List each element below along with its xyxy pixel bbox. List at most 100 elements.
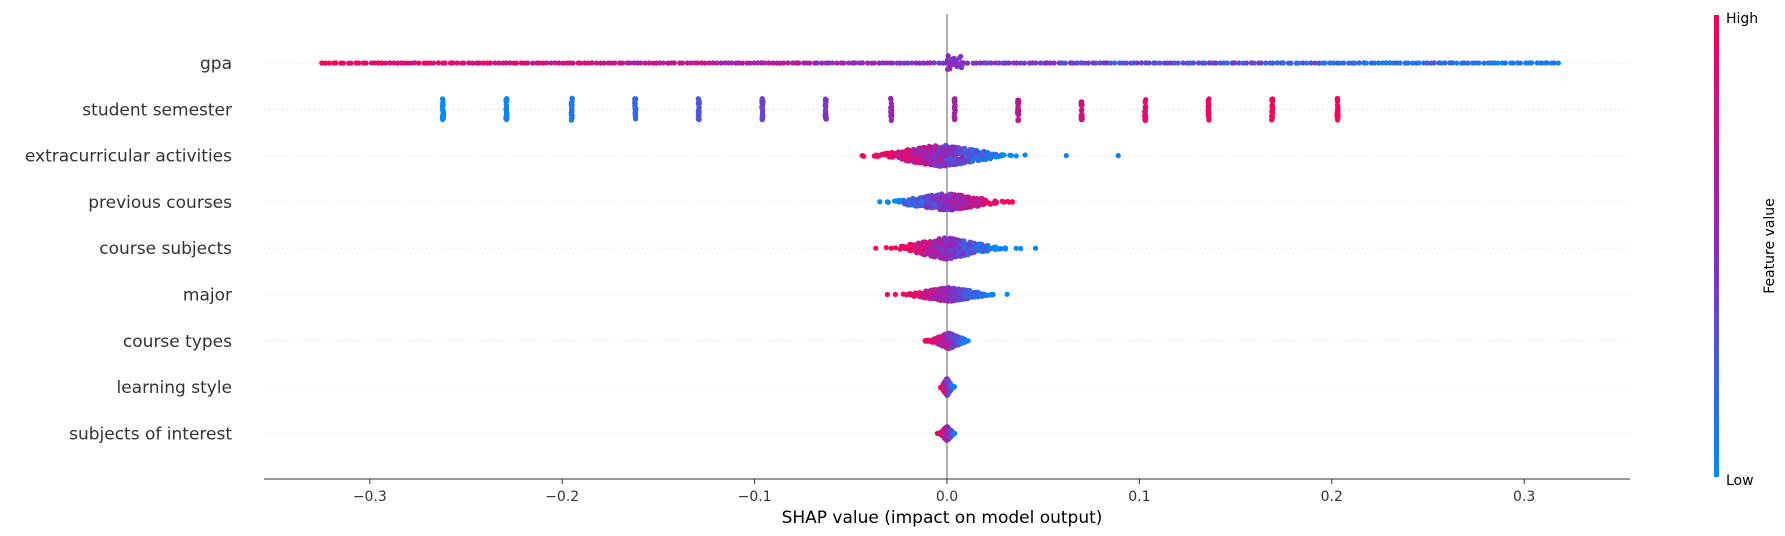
data-point (1383, 60, 1389, 66)
data-point (679, 60, 686, 66)
data-point (382, 60, 389, 66)
data-points (319, 53, 1562, 443)
data-point (934, 430, 940, 436)
data-point (601, 60, 607, 66)
data-point (1224, 60, 1230, 66)
data-point (412, 60, 418, 66)
data-point (1051, 60, 1057, 66)
data-point (999, 152, 1005, 159)
data-point (454, 60, 460, 66)
data-point (1206, 111, 1212, 117)
feature-labels: gpa student semester extracurricular activ… (25, 54, 232, 444)
data-point (914, 154, 920, 161)
data-point (956, 245, 963, 252)
data-point (952, 193, 958, 199)
x-tick-label: 0.0 (936, 489, 958, 505)
data-point (1063, 153, 1069, 159)
data-point (943, 433, 949, 440)
data-point (568, 102, 575, 108)
data-point (1465, 60, 1471, 66)
colorbar-gradient (1714, 15, 1719, 477)
data-point (1243, 60, 1250, 66)
data-point (845, 60, 852, 66)
data-point (907, 242, 913, 248)
data-point (1263, 60, 1269, 66)
data-point (929, 194, 936, 200)
data-point (371, 60, 378, 66)
data-point (927, 290, 933, 296)
data-point (1270, 60, 1276, 66)
data-point (889, 149, 895, 156)
data-point (822, 103, 828, 109)
data-point (959, 336, 965, 342)
data-point (570, 60, 576, 66)
data-point (903, 244, 909, 250)
data-point (1074, 60, 1080, 66)
data-point (1454, 60, 1460, 66)
data-point (593, 60, 600, 66)
data-point (503, 105, 510, 111)
data-point (416, 60, 422, 66)
data-point (333, 60, 339, 66)
data-point (1044, 60, 1050, 66)
data-point (1175, 60, 1181, 66)
data-point (589, 60, 595, 66)
data-point (950, 198, 956, 204)
data-point (1300, 60, 1306, 66)
data-point (431, 60, 437, 66)
data-point (953, 290, 959, 297)
data-point (1017, 60, 1024, 66)
data-point (950, 236, 956, 242)
data-point (859, 60, 866, 66)
data-point (785, 60, 791, 66)
data-point (884, 291, 890, 298)
data-point (470, 60, 476, 66)
data-point (952, 430, 958, 436)
data-point (829, 60, 836, 66)
data-point (714, 60, 720, 66)
data-point (1021, 60, 1028, 66)
data-point (1002, 246, 1009, 252)
data-point (945, 295, 951, 301)
data-point (945, 53, 951, 59)
data-point (718, 60, 724, 66)
data-point (884, 150, 890, 157)
data-point (950, 342, 957, 348)
data-point (892, 198, 898, 204)
data-point (914, 249, 920, 255)
data-point (883, 60, 889, 66)
data-point (982, 246, 988, 253)
data-point (1363, 60, 1369, 66)
data-point (920, 60, 927, 66)
data-point (1014, 60, 1020, 66)
data-point (694, 60, 701, 66)
data-point (1322, 60, 1328, 66)
data-point (920, 156, 926, 162)
feature-label: previous courses (88, 193, 232, 213)
data-point (949, 160, 955, 166)
data-point (536, 60, 542, 66)
data-point (888, 95, 894, 101)
data-point (960, 250, 966, 256)
data-point (1111, 60, 1118, 66)
data-point (627, 60, 633, 66)
data-point (1308, 60, 1314, 66)
data-point (657, 60, 663, 66)
data-point (927, 60, 933, 66)
x-tick-label: 0.2 (1321, 489, 1343, 505)
data-point (819, 60, 825, 66)
data-point (1334, 96, 1340, 102)
data-point (807, 60, 813, 66)
data-point (968, 157, 974, 163)
data-point (780, 60, 787, 66)
data-point (905, 60, 911, 66)
data-point (702, 60, 708, 66)
data-point (1371, 60, 1377, 66)
data-point (938, 293, 945, 299)
data-point (1510, 60, 1516, 66)
data-point (1168, 60, 1174, 66)
data-point (577, 60, 584, 66)
x-tick-label: −0.2 (545, 489, 579, 505)
data-point (911, 147, 917, 153)
data-point (1409, 60, 1416, 66)
